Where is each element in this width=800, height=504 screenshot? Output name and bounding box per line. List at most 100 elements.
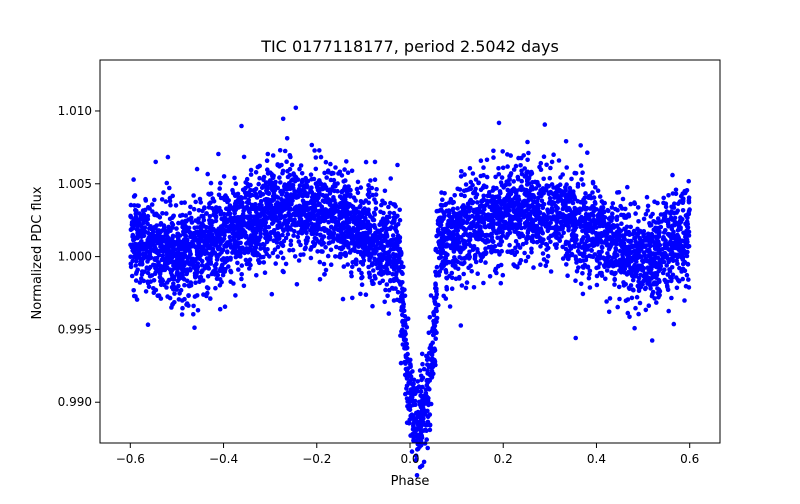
data-point <box>431 312 437 318</box>
data-point <box>463 182 469 187</box>
data-point <box>546 190 552 196</box>
data-point <box>187 260 193 265</box>
data-point <box>470 247 476 252</box>
data-point <box>607 296 613 301</box>
data-point <box>625 184 630 190</box>
data-point <box>512 252 518 258</box>
data-point <box>397 217 403 223</box>
data-point <box>458 323 464 328</box>
data-point <box>308 255 314 261</box>
data-point <box>390 233 396 238</box>
data-point <box>494 203 500 209</box>
data-point <box>475 200 480 205</box>
data-point <box>190 239 195 244</box>
data-point <box>525 157 530 163</box>
data-point <box>294 204 300 210</box>
data-point <box>154 250 160 256</box>
data-point <box>265 171 271 176</box>
data-point <box>445 252 450 258</box>
data-point <box>637 236 642 241</box>
data-point <box>452 193 458 198</box>
data-point <box>371 268 376 273</box>
data-point <box>220 247 226 253</box>
data-point <box>164 211 169 216</box>
data-point <box>193 280 198 286</box>
data-point <box>676 223 682 229</box>
data-point <box>292 254 298 259</box>
data-point <box>442 214 447 219</box>
data-point <box>499 248 505 254</box>
data-point <box>293 178 299 183</box>
data-point <box>578 163 584 168</box>
data-point <box>361 254 366 260</box>
data-point <box>370 261 375 266</box>
data-point <box>363 215 368 221</box>
data-point <box>318 154 324 160</box>
data-point <box>133 263 138 268</box>
data-point <box>499 201 505 206</box>
data-point <box>535 233 540 238</box>
data-point <box>671 205 677 210</box>
data-point <box>182 282 187 288</box>
data-point <box>133 241 138 247</box>
data-point <box>448 196 454 202</box>
data-point <box>198 274 204 280</box>
data-point <box>258 246 263 251</box>
data-point <box>507 182 512 187</box>
data-point <box>391 210 397 216</box>
data-point <box>184 302 189 307</box>
data-point <box>627 258 632 264</box>
data-point <box>636 230 641 235</box>
data-point <box>324 175 330 180</box>
data-point <box>538 167 544 172</box>
data-point <box>219 263 225 269</box>
data-point <box>466 187 471 192</box>
data-point <box>359 270 364 276</box>
data-point <box>223 256 228 262</box>
data-point <box>679 269 684 274</box>
data-point <box>332 215 338 221</box>
data-point <box>302 246 308 252</box>
data-point <box>575 248 581 254</box>
data-point <box>479 255 485 260</box>
data-point <box>484 174 490 180</box>
data-point <box>205 274 211 279</box>
data-point <box>139 234 144 240</box>
data-point <box>475 271 481 277</box>
data-point <box>478 230 484 236</box>
data-point <box>555 211 560 216</box>
data-point <box>633 274 638 279</box>
data-point <box>524 219 530 225</box>
data-point <box>202 229 207 235</box>
data-point <box>342 167 347 172</box>
data-point <box>466 208 472 214</box>
data-point <box>202 205 207 211</box>
data-point <box>566 219 572 224</box>
data-point <box>622 250 627 256</box>
data-point <box>363 247 369 252</box>
data-point <box>674 285 680 291</box>
data-point <box>308 189 314 194</box>
data-point <box>201 247 206 253</box>
data-point <box>434 286 439 292</box>
data-point <box>526 150 531 156</box>
data-point <box>141 220 146 226</box>
data-point <box>288 238 294 244</box>
data-point <box>168 252 174 258</box>
data-point <box>434 292 440 297</box>
data-point <box>239 263 245 268</box>
data-point <box>666 308 671 314</box>
data-point <box>135 203 140 208</box>
data-point <box>655 262 661 267</box>
data-point <box>323 193 329 198</box>
data-point <box>453 227 459 233</box>
data-point <box>603 276 608 282</box>
data-point <box>638 263 643 269</box>
data-point <box>495 249 501 254</box>
data-point <box>469 269 475 274</box>
data-point <box>467 225 473 231</box>
data-point <box>686 178 691 184</box>
data-point <box>199 233 204 238</box>
data-point <box>647 223 653 228</box>
data-point <box>188 251 193 256</box>
